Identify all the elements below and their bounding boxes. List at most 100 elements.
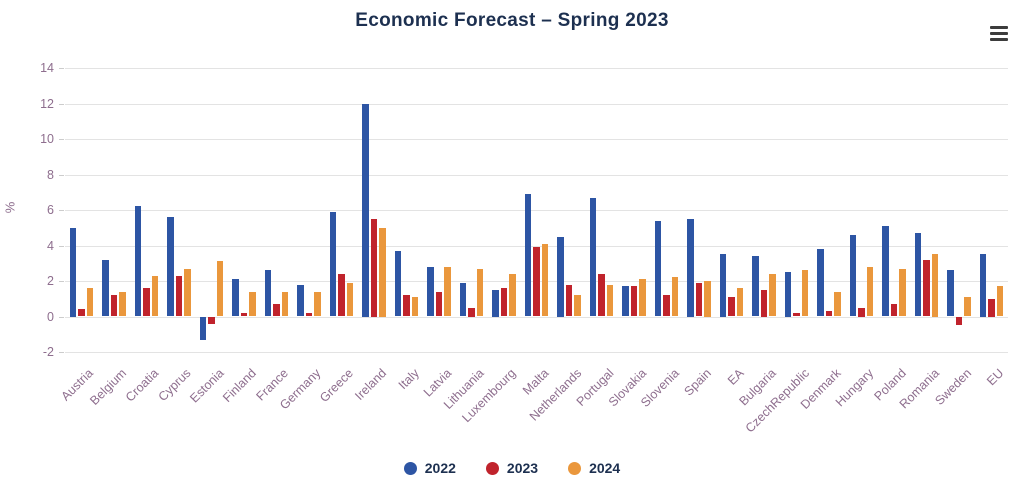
- bar-luxembourg-2023[interactable]: [500, 288, 508, 317]
- bar-austria-2024[interactable]: [86, 288, 93, 317]
- bar-malta-2022[interactable]: [524, 194, 532, 317]
- bar-italy-2024[interactable]: [411, 296, 419, 317]
- bar-portugal-2024[interactable]: [606, 284, 614, 317]
- bar-austria-2023[interactable]: [78, 309, 85, 317]
- bar-estonia-2023[interactable]: [208, 316, 215, 324]
- bar-france-2022[interactable]: [264, 270, 272, 317]
- bar-netherlands-2023[interactable]: [565, 284, 573, 317]
- bar-lithuania-2024[interactable]: [476, 268, 484, 317]
- bar-czechrepublic-2022[interactable]: [784, 272, 792, 317]
- bar-croatia-2022[interactable]: [134, 206, 142, 317]
- bar-cyprus-2022[interactable]: [167, 217, 174, 317]
- bar-lithuania-2022[interactable]: [459, 282, 467, 317]
- bar-ea-2022[interactable]: [719, 254, 727, 317]
- bar-malta-2023[interactable]: [533, 247, 540, 317]
- bar-hungary-2022[interactable]: [849, 234, 857, 317]
- bar-hungary-2024[interactable]: [866, 266, 874, 317]
- bar-eu-2023[interactable]: [988, 298, 995, 317]
- bar-poland-2023[interactable]: [890, 304, 898, 317]
- legend-marker-2023: [485, 461, 499, 475]
- bar-slovenia-2023[interactable]: [663, 295, 670, 317]
- bar-finland-2024[interactable]: [249, 291, 256, 317]
- bar-poland-2022[interactable]: [882, 225, 889, 317]
- bar-ireland-2022[interactable]: [362, 103, 369, 317]
- gridline: [65, 103, 1008, 105]
- legend: 2022 2023 2024: [0, 460, 1024, 476]
- bar-sweden-2024[interactable]: [964, 296, 971, 317]
- legend-item-2024[interactable]: 2024: [568, 460, 620, 476]
- bar-luxembourg-2022[interactable]: [492, 289, 499, 317]
- gridline: [65, 68, 1008, 69]
- legend-item-2022[interactable]: 2022: [403, 460, 456, 476]
- bar-germany-2024[interactable]: [314, 291, 321, 317]
- bar-poland-2024[interactable]: [899, 268, 906, 317]
- bar-belgium-2024[interactable]: [119, 291, 126, 317]
- bar-denmark-2023[interactable]: [825, 311, 833, 317]
- bar-bulgaria-2024[interactable]: [769, 273, 776, 317]
- bar-denmark-2024[interactable]: [834, 291, 841, 317]
- bar-denmark-2022[interactable]: [817, 249, 824, 317]
- bar-estonia-2022[interactable]: [199, 316, 207, 340]
- bar-france-2023[interactable]: [273, 304, 280, 317]
- bar-germany-2022[interactable]: [297, 284, 304, 317]
- bar-latvia-2023[interactable]: [435, 291, 443, 317]
- bar-romania-2022[interactable]: [914, 233, 922, 317]
- bar-slovakia-2023[interactable]: [630, 286, 638, 317]
- bar-latvia-2024[interactable]: [444, 266, 451, 317]
- bar-ea-2023[interactable]: [728, 296, 735, 317]
- bar-netherlands-2024[interactable]: [574, 295, 581, 317]
- bar-czechrepublic-2023[interactable]: [793, 312, 800, 317]
- bar-slovakia-2024[interactable]: [639, 279, 646, 317]
- bar-croatia-2024[interactable]: [151, 275, 159, 317]
- bar-ea-2024[interactable]: [736, 288, 744, 317]
- bar-slovenia-2024[interactable]: [671, 277, 679, 317]
- bar-austria-2022[interactable]: [69, 227, 76, 317]
- bar-finland-2022[interactable]: [232, 279, 239, 317]
- bar-spain-2022[interactable]: [687, 218, 694, 317]
- bar-hungary-2023[interactable]: [858, 307, 865, 317]
- bar-greece-2023[interactable]: [338, 273, 345, 317]
- bar-spain-2024[interactable]: [704, 281, 711, 317]
- hamburger-menu-icon[interactable]: [990, 26, 1008, 44]
- bar-bulgaria-2023[interactable]: [760, 289, 768, 317]
- bar-italy-2022[interactable]: [394, 250, 402, 317]
- bar-greece-2022[interactable]: [329, 211, 337, 317]
- bar-romania-2024[interactable]: [931, 254, 939, 317]
- bar-sweden-2022[interactable]: [947, 270, 954, 317]
- bar-greece-2024[interactable]: [346, 282, 354, 317]
- bar-czechrepublic-2024[interactable]: [801, 270, 809, 317]
- bar-ireland-2023[interactable]: [370, 218, 378, 317]
- bar-portugal-2023[interactable]: [598, 273, 605, 317]
- bar-belgium-2023[interactable]: [110, 295, 118, 317]
- bar-finland-2023[interactable]: [240, 312, 248, 317]
- bar-portugal-2022[interactable]: [589, 197, 597, 317]
- bar-luxembourg-2024[interactable]: [509, 273, 516, 317]
- bar-spain-2023[interactable]: [695, 282, 703, 317]
- bar-ireland-2024[interactable]: [379, 227, 386, 317]
- bar-eu-2022[interactable]: [979, 254, 987, 317]
- bar-germany-2023[interactable]: [305, 312, 313, 317]
- bar-croatia-2023[interactable]: [143, 288, 150, 317]
- x-tick-label-estonia: Estonia: [186, 366, 227, 406]
- bar-sweden-2023[interactable]: [955, 316, 963, 326]
- bar-italy-2023[interactable]: [403, 295, 410, 317]
- bar-belgium-2022[interactable]: [102, 259, 109, 317]
- legend-item-2023[interactable]: 2023: [485, 460, 538, 476]
- x-tick-label-croatia: Croatia: [122, 366, 162, 405]
- bar-latvia-2022[interactable]: [427, 266, 434, 317]
- bar-malta-2024[interactable]: [541, 243, 549, 317]
- bar-lithuania-2023[interactable]: [468, 307, 475, 317]
- bar-slovakia-2022[interactable]: [622, 286, 629, 317]
- gridline: [65, 174, 1008, 176]
- bar-cyprus-2023[interactable]: [175, 275, 183, 317]
- bar-cyprus-2024[interactable]: [184, 268, 191, 317]
- y-tick-label: -2: [42, 345, 54, 359]
- bar-romania-2023[interactable]: [923, 259, 930, 317]
- bar-france-2024[interactable]: [281, 291, 289, 317]
- bar-estonia-2024[interactable]: [216, 261, 224, 317]
- bar-eu-2024[interactable]: [996, 286, 1004, 317]
- y-tick-mark: [59, 210, 64, 211]
- bar-netherlands-2022[interactable]: [557, 236, 564, 317]
- bar-slovenia-2022[interactable]: [654, 220, 662, 317]
- bar-bulgaria-2022[interactable]: [752, 256, 759, 317]
